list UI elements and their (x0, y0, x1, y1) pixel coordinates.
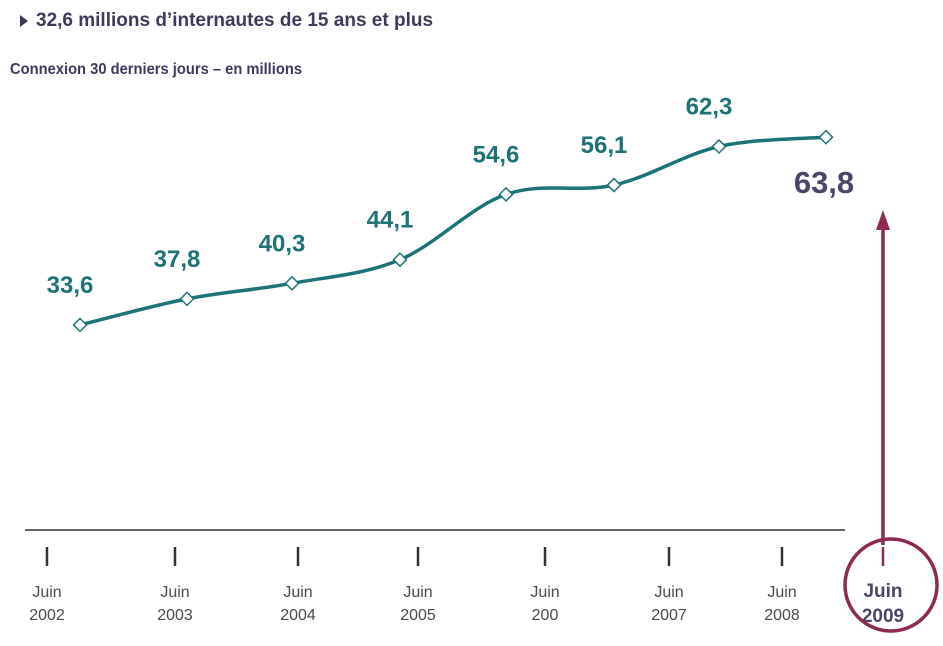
data-point (392, 252, 408, 268)
x-tick-label-month: Juin (863, 581, 902, 602)
highlight-group (843, 210, 939, 633)
highlight-circle (843, 537, 939, 633)
series-line (79, 135, 827, 327)
data-label: 33,6 (47, 272, 94, 299)
data-point (818, 129, 834, 145)
x-axis: Juin 2002 Juin 2003 Juin 2004 Juin 2005 Juin 200 J… (25, 529, 904, 627)
chart-subtitle: Connexion 30 derniers jours – en million… (10, 61, 303, 78)
x-tick-label-year: 2003 (157, 607, 193, 624)
x-tick-label-month: Juin (767, 584, 796, 601)
data-point-group (72, 129, 834, 333)
x-tick-label-year: 2002 (29, 607, 65, 624)
data-label: 62,3 (686, 93, 733, 120)
x-tick-label-year: 2005 (400, 607, 436, 624)
series-line-group (79, 135, 827, 327)
data-point (179, 291, 195, 307)
x-tick-label-month: Juin (32, 584, 61, 601)
chart-title: 32,6 millions d’internautes de 15 ans et… (20, 10, 433, 32)
x-tick-label-year: 2009 (862, 606, 904, 627)
x-tick-label-month: Juin (654, 584, 683, 601)
x-tick-label-year: 2004 (280, 607, 316, 624)
data-label: 63,8 (794, 165, 854, 200)
data-point (284, 275, 300, 291)
x-tick-label-year: 2008 (764, 607, 800, 624)
data-point (711, 138, 727, 155)
chart-title-text: 32,6 millions d’internautes de 15 ans et… (36, 10, 434, 31)
x-tick-label-month: Juin (283, 584, 312, 601)
triangle-bullet-icon (20, 15, 28, 27)
data-point (72, 317, 88, 333)
data-label: 54,6 (473, 141, 520, 168)
x-tick-label-year: 2007 (651, 607, 687, 624)
x-tick-label-year: 200 (532, 607, 559, 624)
highlight-arrow-head-icon (876, 210, 890, 230)
x-tick-label-month: Juin (403, 584, 432, 601)
x-tick-label-month: Juin (530, 584, 559, 601)
data-label: 56,1 (581, 132, 628, 159)
x-tick-label-month: Juin (160, 584, 189, 601)
data-label-group: 33,6 37,8 40,3 44,1 54,6 56,1 62,3 63,8 (47, 93, 855, 299)
data-point (498, 186, 514, 202)
data-label: 40,3 (259, 230, 306, 257)
data-label: 44,1 (367, 207, 414, 234)
data-point (606, 177, 622, 193)
data-label: 37,8 (154, 246, 201, 273)
